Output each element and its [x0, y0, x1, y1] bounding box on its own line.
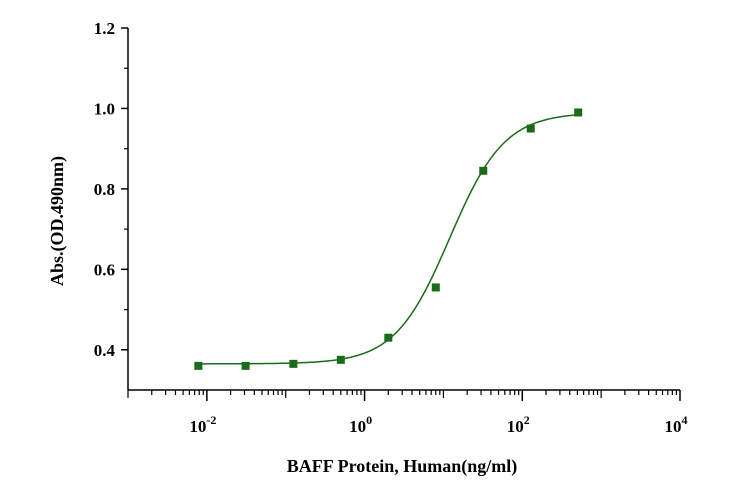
axes: [127, 28, 680, 391]
data-points: [194, 108, 583, 370]
x-tick-label: 10-2: [189, 413, 216, 436]
data-point: [479, 166, 488, 175]
data-point: [241, 361, 250, 370]
y-tick-label: 1.0: [94, 99, 115, 118]
x-tick-label: 102: [507, 413, 530, 436]
data-point: [289, 359, 298, 368]
ticks: 0.4 0.6 0.8 1.0 1.2 10-2 100 102 104: [94, 19, 688, 436]
data-point: [384, 333, 393, 342]
data-point: [574, 108, 583, 117]
x-axis-title: BAFF Protein, Human(ng/ml): [287, 456, 518, 477]
y-tick-label: 1.2: [94, 19, 115, 38]
y-axis-title: Abs.(OD.490nm): [47, 156, 68, 286]
data-point: [526, 124, 535, 133]
fit-curve: [198, 114, 579, 365]
y-tick-label: 0.6: [94, 260, 115, 279]
y-tick-label: 0.8: [94, 180, 115, 199]
data-point: [194, 361, 203, 370]
y-tick-label: 0.4: [94, 341, 116, 360]
fit-curve-layer: [198, 114, 579, 365]
data-point: [431, 283, 440, 292]
x-tick-label: 100: [349, 413, 372, 436]
data-point: [336, 355, 345, 364]
x-tick-label: 104: [665, 413, 688, 436]
